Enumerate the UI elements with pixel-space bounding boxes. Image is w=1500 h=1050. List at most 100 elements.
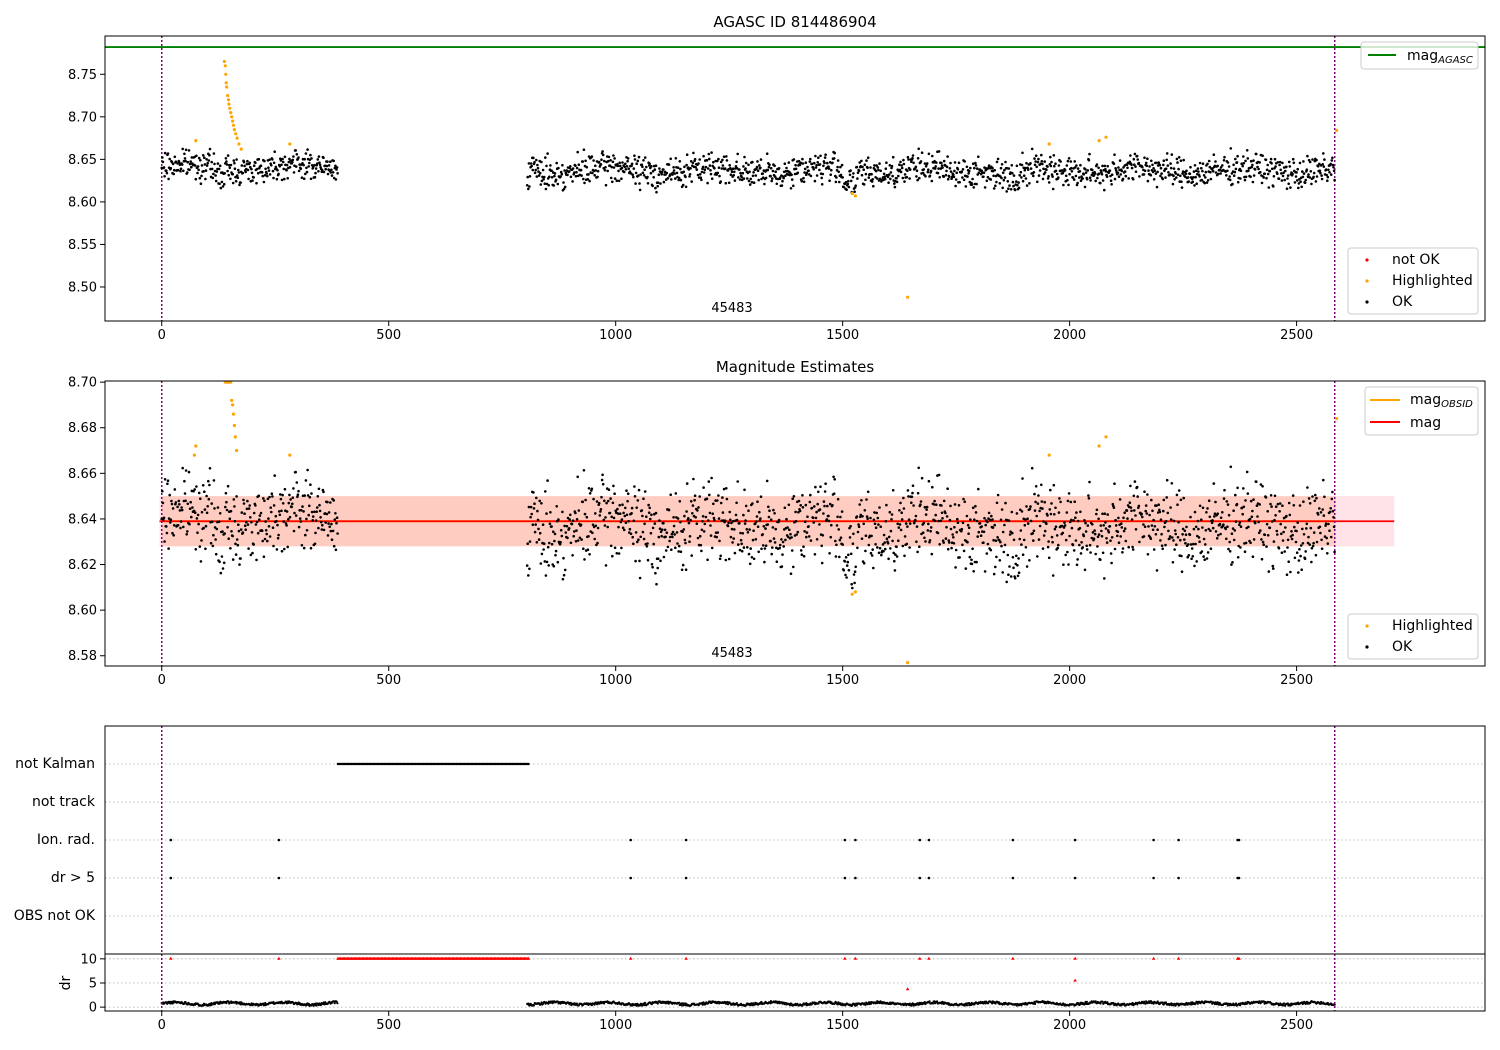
- ok-point: [1294, 175, 1298, 178]
- ok-point: [1047, 540, 1050, 543]
- ok-point: [1018, 537, 1021, 541]
- ok-point: [579, 168, 583, 172]
- ok-point: [743, 155, 746, 159]
- ok-point: [325, 512, 329, 516]
- ok-point: [682, 528, 686, 531]
- ok-point: [816, 161, 819, 164]
- ok-point: [1070, 166, 1073, 170]
- ok-point: [638, 182, 641, 185]
- dr-gt-5-point: [927, 876, 931, 880]
- ok-point: [1284, 526, 1287, 529]
- ok-point: [271, 169, 275, 173]
- ok-point: [744, 519, 747, 522]
- ok-point: [1316, 513, 1320, 516]
- ok-point: [186, 171, 189, 174]
- ok-point: [248, 504, 251, 507]
- ok-point: [299, 520, 303, 523]
- ok-point: [816, 502, 819, 506]
- ok-point: [540, 179, 544, 183]
- ok-point: [1202, 537, 1206, 541]
- ok-point: [605, 501, 608, 505]
- dr-point: [864, 1003, 867, 1006]
- ok-point: [1289, 186, 1292, 189]
- ok-point: [1017, 557, 1020, 560]
- ok-point: [940, 161, 943, 165]
- ok-point: [1159, 166, 1163, 170]
- ok-point: [232, 159, 236, 162]
- ok-point: [1332, 525, 1336, 529]
- ok-point: [332, 544, 336, 548]
- ok-point: [899, 170, 903, 174]
- ok-point: [1287, 182, 1290, 186]
- ok-point: [1073, 500, 1076, 504]
- ok-point: [1226, 169, 1229, 173]
- ok-point: [554, 549, 558, 553]
- ok-point: [945, 515, 949, 518]
- ok-point: [580, 174, 583, 177]
- ok-point: [275, 177, 279, 181]
- ok-point: [288, 165, 292, 169]
- ok-point: [172, 168, 176, 172]
- ok-point: [891, 539, 894, 543]
- ok-point: [1130, 166, 1134, 170]
- ok-point: [1113, 153, 1116, 156]
- ok-point: [1258, 161, 1261, 164]
- ok-point: [1133, 509, 1136, 512]
- ok-point: [869, 516, 872, 520]
- ok-point: [721, 511, 725, 514]
- ok-point: [295, 481, 299, 484]
- ok-point: [232, 498, 236, 501]
- ok-point: [281, 157, 284, 161]
- ok-point: [893, 182, 896, 185]
- ok-point: [292, 487, 295, 490]
- ok-point: [1222, 159, 1226, 162]
- ok-point: [1325, 173, 1328, 177]
- ok-point: [1056, 546, 1059, 550]
- ok-point: [690, 554, 693, 557]
- ok-point: [825, 518, 829, 521]
- ok-point: [982, 175, 985, 178]
- ok-point: [1032, 539, 1035, 542]
- ok-point: [757, 550, 760, 554]
- ok-point: [662, 180, 666, 184]
- ok-point: [794, 510, 797, 514]
- ok-point: [1157, 161, 1160, 164]
- ok-point: [569, 175, 573, 179]
- ok-point: [885, 537, 889, 540]
- ok-point: [1172, 539, 1175, 542]
- ok-point: [1206, 507, 1209, 510]
- ok-point: [228, 517, 232, 520]
- ok-point: [691, 512, 694, 515]
- ok-point: [863, 163, 867, 166]
- ok-point: [317, 487, 321, 491]
- ok-point: [852, 172, 855, 175]
- ok-point: [632, 175, 635, 179]
- ok-point: [239, 528, 243, 531]
- ok-point: [831, 161, 834, 165]
- ok-point: [280, 178, 284, 182]
- ok-point: [250, 520, 253, 524]
- ok-point: [738, 548, 742, 552]
- ok-point: [1062, 563, 1065, 566]
- ok-point: [334, 512, 337, 515]
- ok-point: [1249, 499, 1253, 503]
- ok-point: [1175, 176, 1178, 179]
- ok-point: [1159, 539, 1162, 542]
- ok-point: [1251, 163, 1254, 167]
- ok-point: [1175, 543, 1178, 546]
- ok-point: [532, 507, 536, 510]
- ok-point: [229, 547, 232, 550]
- ok-point: [1131, 178, 1135, 181]
- ok-point: [1177, 167, 1180, 171]
- ok-point: [601, 473, 604, 477]
- dr-gt-5-point: [1237, 876, 1241, 880]
- ok-point: [289, 498, 292, 501]
- ok-point: [1041, 177, 1045, 181]
- ok-point: [1291, 533, 1294, 537]
- ok-point: [1216, 512, 1219, 515]
- ok-point: [603, 169, 607, 172]
- ok-point: [1099, 181, 1102, 185]
- ok-point: [1163, 525, 1166, 529]
- ok-point: [1013, 188, 1017, 192]
- ok-point: [955, 171, 958, 175]
